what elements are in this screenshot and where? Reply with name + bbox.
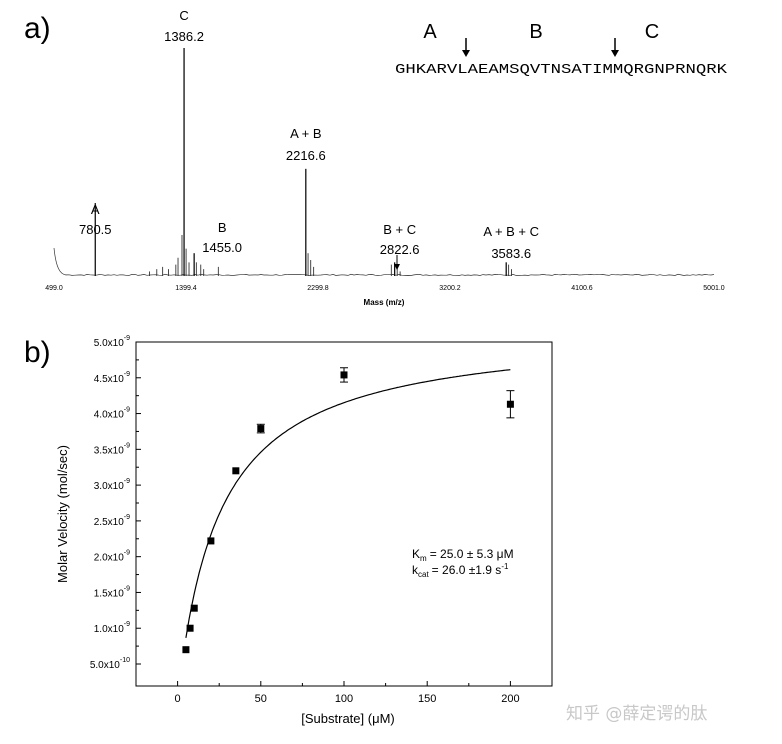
y-axis-title: Molar Velocity (mol/sec) <box>55 445 70 583</box>
mm-axes: 5.0x10-10 1.0x10-9 1.5x10-9 2.0x10-9 2.5x10-… <box>90 335 520 705</box>
segment-label-c: C <box>645 21 659 43</box>
ms-peak-label: A + B <box>290 126 321 141</box>
svg-text:kcat= 26.0 ±1.9 s-1: kcat = 26.0 ±1.9 s-1 <box>412 562 509 579</box>
ms-peak-label: A <box>91 202 100 217</box>
y-tick-label: 5.0x10-10 <box>90 657 130 671</box>
ms-peak-label: B + C <box>383 222 416 237</box>
x-tick-label: 200 <box>501 693 519 705</box>
ms-peak-value: 1386.2 <box>164 29 204 44</box>
svg-text:Km= 25.0 ± 5.3 μM: Km = 25.0 ± 5.3 μM <box>412 547 514 563</box>
y-tick-label: 5.0x10-9 <box>94 335 130 349</box>
ms-peak-value: 3583.6 <box>491 246 531 261</box>
km-annotation: Km = 25.0 ± 5.3 μM <box>412 547 514 563</box>
plot-frame <box>135 341 553 687</box>
segment-label-b: B <box>529 21 542 43</box>
y-tick-label: 4.0x10-9 <box>94 407 130 421</box>
x-tick-label: 150 <box>418 693 436 705</box>
data-point <box>190 604 198 612</box>
data-point <box>186 624 194 632</box>
ms-peak-value: 780.5 <box>79 222 112 237</box>
ms-x-axis-title: Mass (m/z) <box>364 298 405 307</box>
ms-tick-label: 1399.4 <box>175 285 197 292</box>
ms-peak-label: B <box>218 220 227 235</box>
x-tick-label: 50 <box>255 693 267 705</box>
ms-tick-labels: 499.0 1399.4 2299.8 3200.2 4100.6 5001.0 <box>45 285 725 292</box>
b-plus-c-arrow-head <box>394 264 400 270</box>
ms-peak-value: 1455.0 <box>202 240 242 255</box>
ms-tick-label: 5001.0 <box>703 285 725 292</box>
ms-tick-label: 499.0 <box>45 285 63 292</box>
segment-label-a: A <box>423 21 437 43</box>
data-point <box>207 537 215 545</box>
ms-tick-label: 3200.2 <box>439 285 461 292</box>
ms-peak-value: 2822.6 <box>380 242 420 257</box>
y-tick-label: 3.5x10-9 <box>94 442 130 456</box>
ms-peak-value: 2216.6 <box>286 148 326 163</box>
y-tick-label: 4.5x10-9 <box>94 371 130 385</box>
ms-peak-label: A + B + C <box>483 224 539 239</box>
panel-b: b) 5.0x10-10 1.0x10-9 1.5x10-9 2.0x10-9 2.5x… <box>24 335 553 726</box>
panel-b-label: b) <box>24 336 51 369</box>
x-axis-title: [Substrate] (μM) <box>301 711 394 726</box>
ms-baseline <box>53 247 715 276</box>
y-tick-label: 1.5x10-9 <box>94 585 130 599</box>
y-tick-label: 3.0x10-9 <box>94 478 130 492</box>
data-point <box>232 467 240 475</box>
data-point <box>257 425 265 433</box>
cleavage-arrow-1 <box>462 38 470 57</box>
peptide-sequence: GHKARVLAEAMSQVTNSATIMMQRGNPRNQRK <box>395 62 728 78</box>
data-point <box>340 371 348 379</box>
y-tick-label: 2.0x10-9 <box>94 550 130 564</box>
y-tick-label: 1.0x10-9 <box>94 621 130 635</box>
panel-a: a) A B C GHKARVLAEAMSQVTNSATIMMQRGNPRNQR… <box>24 8 728 307</box>
x-tick-label: 0 <box>175 693 181 705</box>
data-point <box>182 646 190 654</box>
ms-peak-label: C <box>179 8 188 23</box>
kcat-annotation: kcat = 26.0 ±1.9 s-1 <box>412 562 509 579</box>
data-point <box>506 400 514 408</box>
cleavage-arrow-2 <box>611 38 619 57</box>
x-tick-label: 100 <box>335 693 353 705</box>
panel-a-label: a) <box>24 12 51 45</box>
watermark: 知乎 @薛定谔的肽 <box>566 704 707 724</box>
y-tick-label: 2.5x10-9 <box>94 514 130 528</box>
mass-spectrum: A 780.5 C 1386.2 B 1455.0 A + B 2216.6 B + C 2822… <box>53 8 715 276</box>
fit-curve <box>185 369 511 639</box>
data-points <box>182 367 515 654</box>
ms-tick-label: 2299.8 <box>307 285 329 292</box>
ms-tick-label: 4100.6 <box>571 285 593 292</box>
